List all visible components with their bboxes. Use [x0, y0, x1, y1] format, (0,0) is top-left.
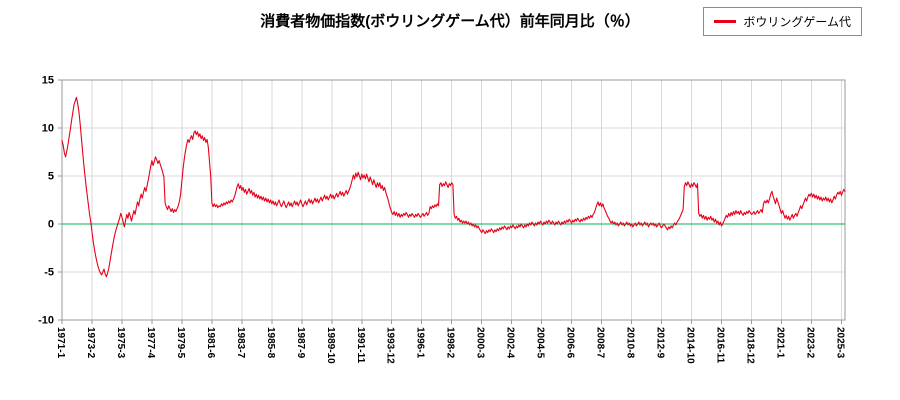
- x-tick-label: 2021-1: [774, 327, 785, 359]
- red-line-icon: [714, 20, 737, 23]
- chart-title: 消費者物価指数(ボウリングゲーム代）前年同月比（％）: [260, 13, 640, 30]
- x-tick-label: 2002-4: [505, 327, 516, 359]
- x-tick-label: 2008-7: [595, 327, 606, 359]
- y-tick-label: -5: [44, 267, 54, 279]
- x-tick-label: 1993-12: [385, 327, 396, 364]
- x-tick-label: 1971-1: [55, 327, 66, 359]
- y-tick-label: 15: [42, 75, 54, 87]
- y-tick-label: 5: [48, 171, 54, 183]
- x-tick-label: 2018-12: [744, 327, 755, 364]
- x-tick-label: 1975-3: [115, 327, 126, 359]
- x-tick-label: 2014-10: [685, 327, 696, 364]
- y-tick-label: 10: [42, 123, 54, 135]
- x-tick-label: 1991-11: [355, 327, 366, 364]
- x-tick-label: 1981-6: [205, 327, 216, 359]
- x-tick-label: 2025-3: [834, 327, 845, 359]
- x-tick-label: 1989-10: [325, 327, 336, 364]
- legend: ボウリングゲーム代: [703, 7, 862, 36]
- plot-border: [61, 79, 846, 321]
- x-tick-label: 1998-2: [445, 327, 456, 359]
- line-chart: 1971-1 1973-2 1975-3 1977-4 1979-5 1981-6 1983…: [38, 75, 846, 364]
- chart-header: 消費者物価指数(ボウリングゲーム代）前年同月比（％） ボウリングゲーム代: [0, 0, 900, 56]
- x-tick-label: 1987-9: [295, 327, 306, 359]
- x-tick-label: 1996-1: [415, 327, 426, 359]
- y-tick-label: 0: [48, 219, 54, 231]
- x-tick-label: 1977-4: [145, 327, 156, 359]
- x-tick-label: 2023-2: [804, 327, 815, 359]
- legend-label: ボウリングゲーム代: [743, 15, 851, 29]
- series-line: [61, 96, 846, 278]
- x-tick-label: 2010-8: [625, 327, 636, 359]
- x-tick-label: 1973-2: [85, 327, 96, 359]
- x-tick-label: 2006-6: [565, 327, 576, 359]
- y-tick-label: -10: [38, 315, 54, 327]
- x-tick-label: 1983-7: [235, 327, 246, 359]
- x-tick-label: 2004-5: [535, 327, 546, 359]
- x-tick-label: 1985-8: [265, 327, 276, 359]
- x-tick-label: 2000-3: [475, 327, 486, 359]
- x-tick-label: 1979-5: [175, 327, 186, 359]
- x-tick-label: 2012-9: [655, 327, 666, 359]
- x-tick-label: 2016-11: [714, 327, 725, 364]
